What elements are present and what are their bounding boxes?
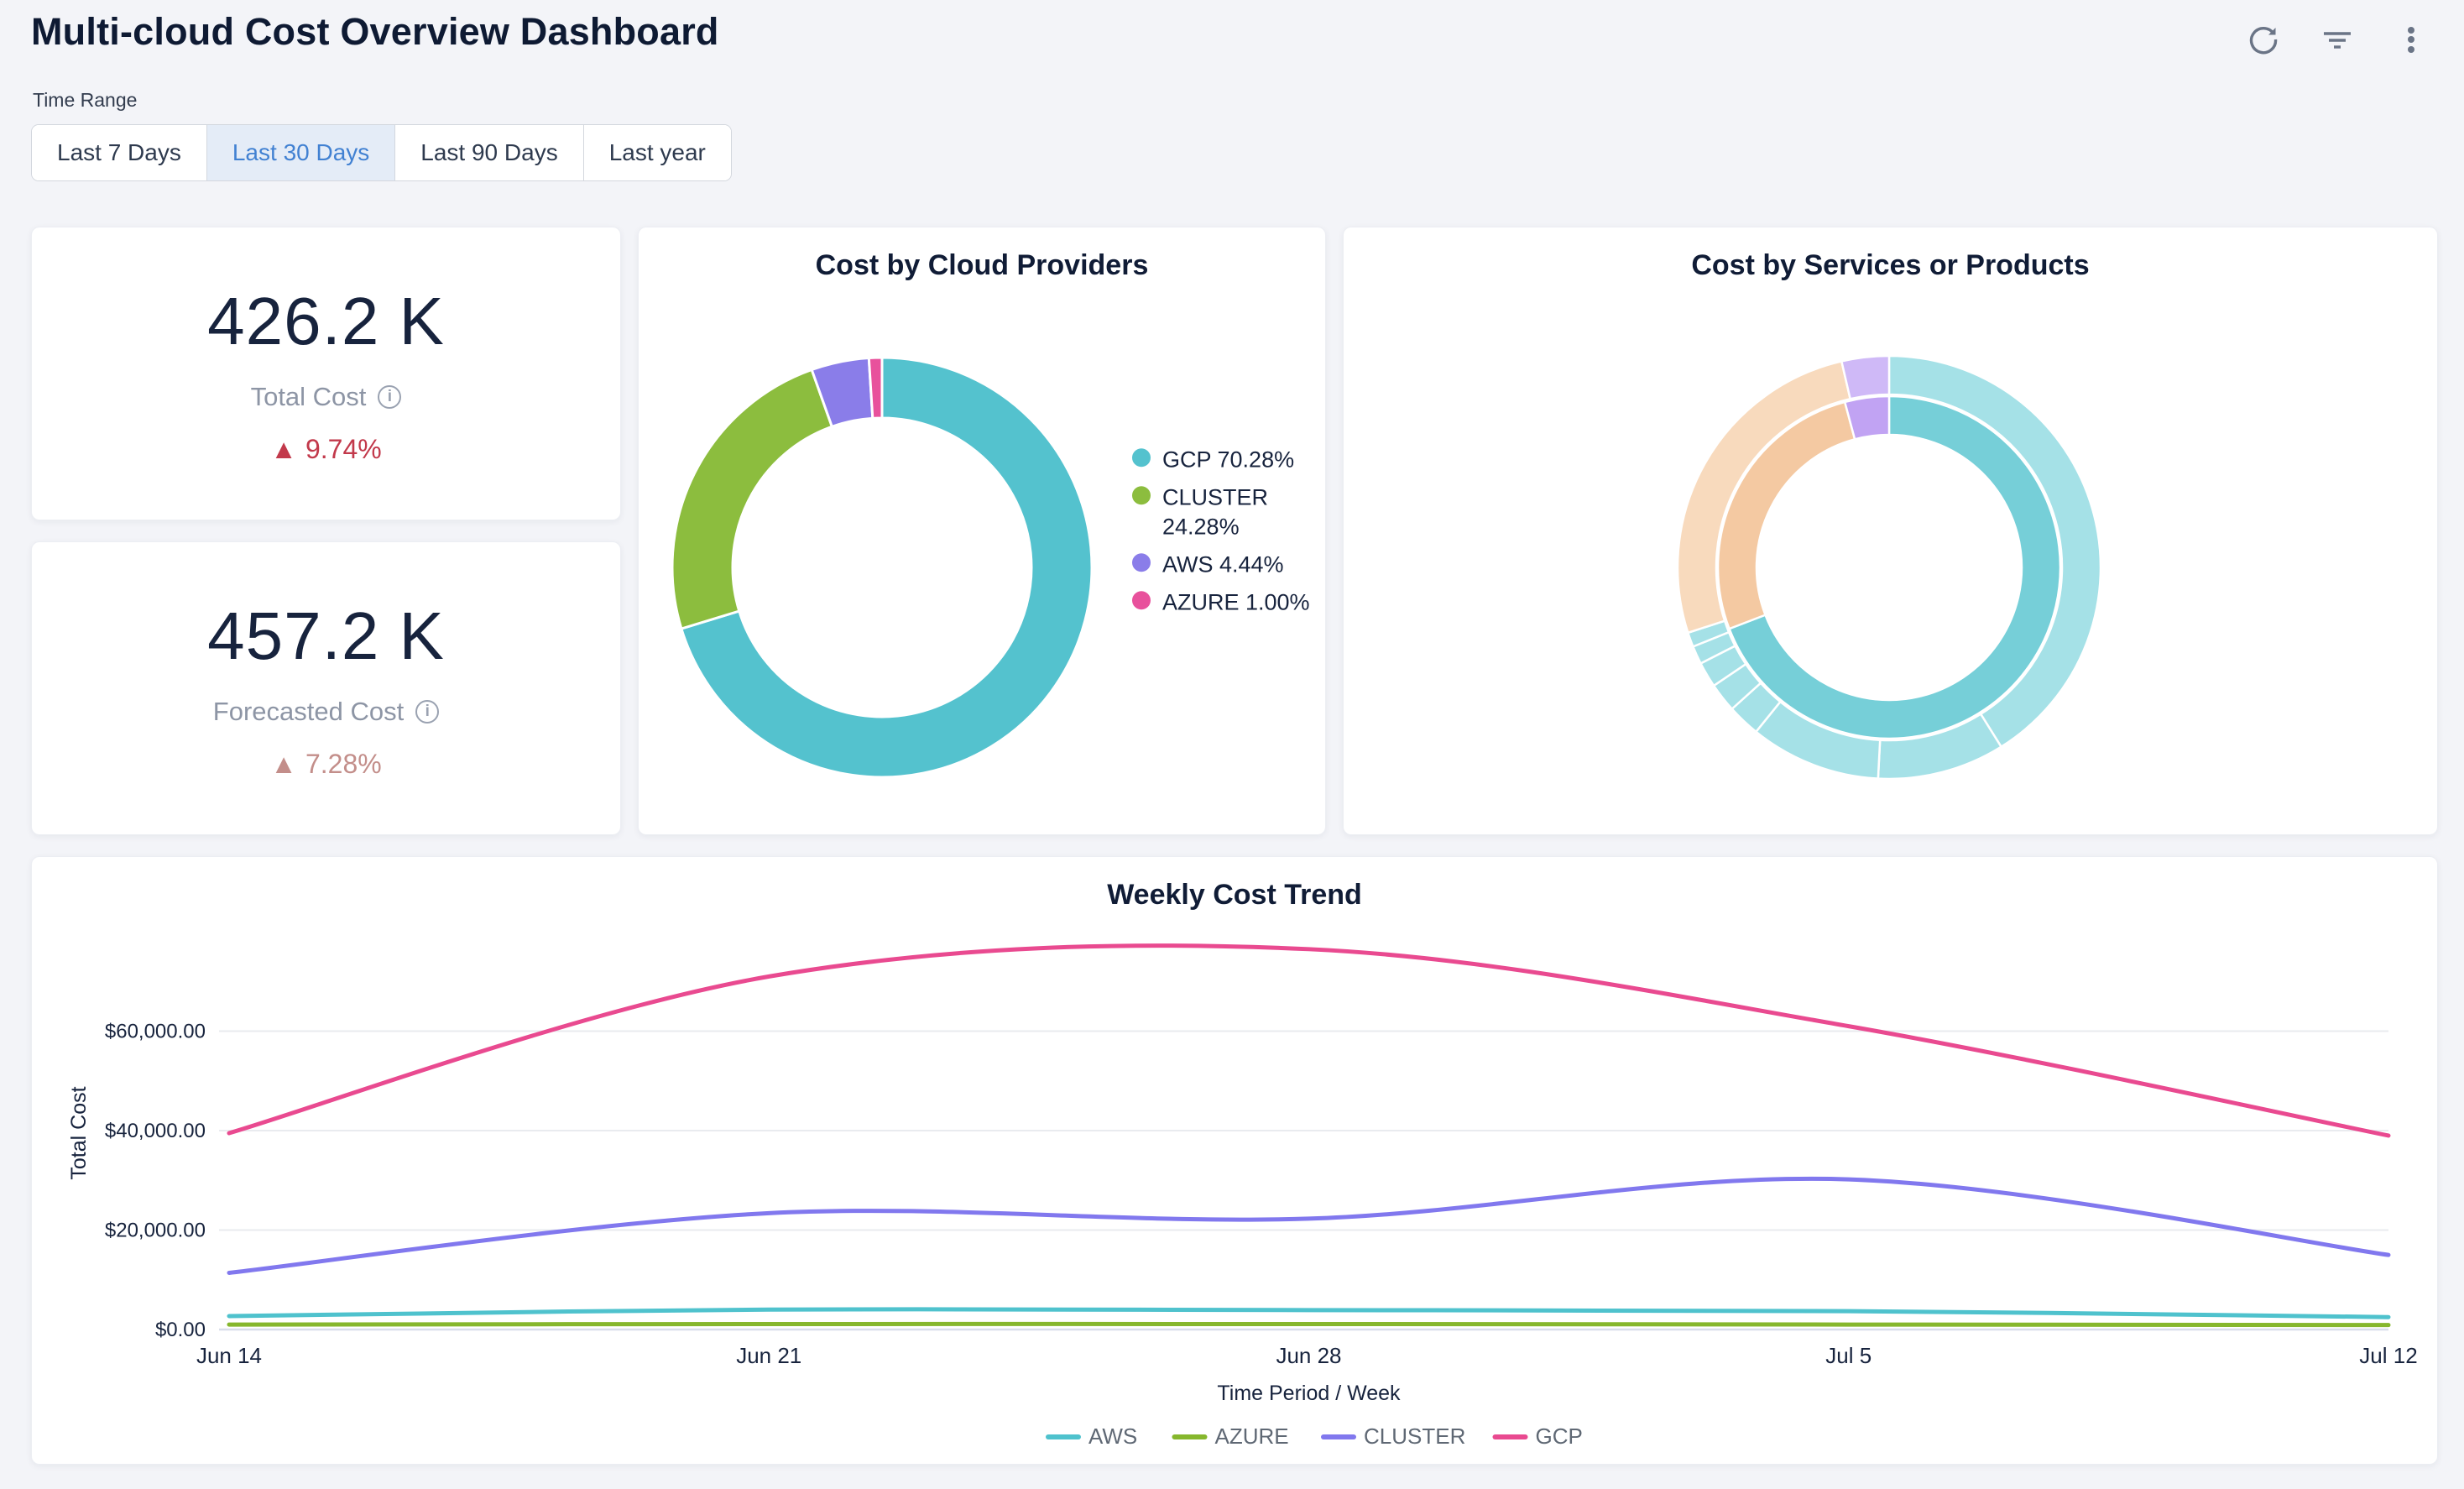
legend-dot <box>1132 591 1151 609</box>
legend-label: AWS <box>1088 1424 1137 1449</box>
kpi-delta: ▲ 7.28% <box>270 749 381 780</box>
panel-weekly-cost-trend: Weekly Cost Trend $0.00 $20,000.00 $40,000… <box>31 856 2438 1465</box>
legend-label: AZURE 1.00% <box>1162 588 1310 617</box>
panel-cost-by-cloud-providers: Cost by Cloud Providers GCP 70.28% CLUSTE… <box>638 227 1326 835</box>
info-icon[interactable]: i <box>378 385 401 409</box>
kpi-card-forecasted-cost: 457.2 K Forecasted Cost i ▲ 7.28% <box>31 541 621 835</box>
legend-label: GCP <box>1536 1424 1583 1449</box>
providers-donut-legend: GCP 70.28% CLUSTER 24.28% AWS 4.44% AZURE 1… <box>1132 445 1313 617</box>
trend-line-cluster <box>229 1178 2388 1272</box>
kpi-delta: ▲ 9.74% <box>270 434 381 465</box>
legend-dot <box>1132 486 1151 504</box>
legend-item-gcp[interactable]: GCP 70.28% <box>1132 445 1313 474</box>
filter-icon[interactable] <box>2320 22 2355 57</box>
x-tick-label: Jul 5 <box>1825 1343 1871 1368</box>
kpi-value: 426.2 K <box>207 283 445 360</box>
x-tick-label: Jun 21 <box>736 1343 801 1368</box>
x-tick-label: Jul 12 <box>2359 1343 2417 1368</box>
time-range-option-last-30-days[interactable]: Last 30 Days <box>207 125 395 180</box>
y-tick-label: $60,000.00 <box>105 1021 206 1043</box>
donut-slice-cluster <box>672 369 832 629</box>
dashboard-page: { "header": { "title": "Multi-cloud Cost… <box>0 0 2464 1489</box>
time-range-label: Time Range <box>33 89 137 112</box>
more-menu-icon[interactable] <box>2394 22 2429 57</box>
kpi-card-total-cost: 426.2 K Total Cost i ▲ 9.74% <box>31 227 621 520</box>
trend-legend-item-aws[interactable]: AWS <box>1048 1424 1137 1449</box>
weekly-trend-chart: $0.00 $20,000.00 $40,000.00 $60,000.00 Jun 1… <box>32 912 2437 1465</box>
time-range-option-last-year[interactable]: Last year <box>584 125 731 180</box>
y-tick-label: $0.00 <box>155 1319 206 1341</box>
header-toolbar <box>2246 22 2429 57</box>
y-tick-label: $40,000.00 <box>105 1120 206 1142</box>
legend-item-aws[interactable]: AWS 4.44% <box>1132 550 1313 579</box>
kpi-value: 457.2 K <box>207 598 445 675</box>
refresh-icon[interactable] <box>2246 22 2281 57</box>
services-sunburst-chart <box>1344 282 2439 840</box>
delta-up-icon: ▲ <box>270 749 297 780</box>
x-axis-title: Time Period / Week <box>1217 1382 1401 1405</box>
panel-cost-by-services: Cost by Services or Products <box>1343 227 2438 835</box>
legend-dot <box>1132 448 1151 467</box>
delta-up-icon: ▲ <box>270 434 297 465</box>
y-tick-label: $20,000.00 <box>105 1220 206 1242</box>
panel-title: Cost by Cloud Providers <box>639 227 1325 282</box>
x-tick-label: Jun 14 <box>196 1343 262 1368</box>
info-icon[interactable]: i <box>415 700 439 724</box>
trend-legend-item-gcp[interactable]: GCP <box>1496 1424 1583 1449</box>
panel-title: Weekly Cost Trend <box>32 857 2437 912</box>
legend-label: GCP 70.28% <box>1162 445 1294 474</box>
trend-line-gcp <box>229 946 2388 1136</box>
legend-label: CLUSTER <box>1364 1424 1465 1449</box>
time-range-button-group: Last 7 DaysLast 30 DaysLast 90 DaysLast … <box>31 124 732 181</box>
time-range-option-last-90-days[interactable]: Last 90 Days <box>395 125 583 180</box>
legend-item-cluster[interactable]: CLUSTER 24.28% <box>1132 483 1313 541</box>
time-range-option-last-7-days[interactable]: Last 7 Days <box>32 125 207 180</box>
legend-item-azure[interactable]: AZURE 1.00% <box>1132 588 1313 617</box>
panel-title: Cost by Services or Products <box>1344 227 2437 282</box>
kpi-label: Forecasted Cost <box>213 697 404 727</box>
trend-legend-item-cluster[interactable]: CLUSTER <box>1323 1424 1465 1449</box>
x-tick-label: Jun 28 <box>1276 1343 1341 1368</box>
legend-label: AWS 4.44% <box>1162 550 1284 579</box>
legend-dot <box>1132 553 1151 572</box>
y-axis-title: Total Cost <box>67 1086 91 1179</box>
legend-label: AZURE <box>1215 1424 1289 1449</box>
sunburst-outer-slice-9 <box>1841 356 1889 399</box>
kpi-label: Total Cost <box>251 382 367 412</box>
donut-slice-azure <box>869 358 882 418</box>
trend-line-aws <box>229 1309 2388 1317</box>
legend-label: CLUSTER 24.28% <box>1162 483 1313 541</box>
trend-legend-item-azure[interactable]: AZURE <box>1175 1424 1289 1449</box>
page-title: Multi-cloud Cost Overview Dashboard <box>31 10 719 54</box>
